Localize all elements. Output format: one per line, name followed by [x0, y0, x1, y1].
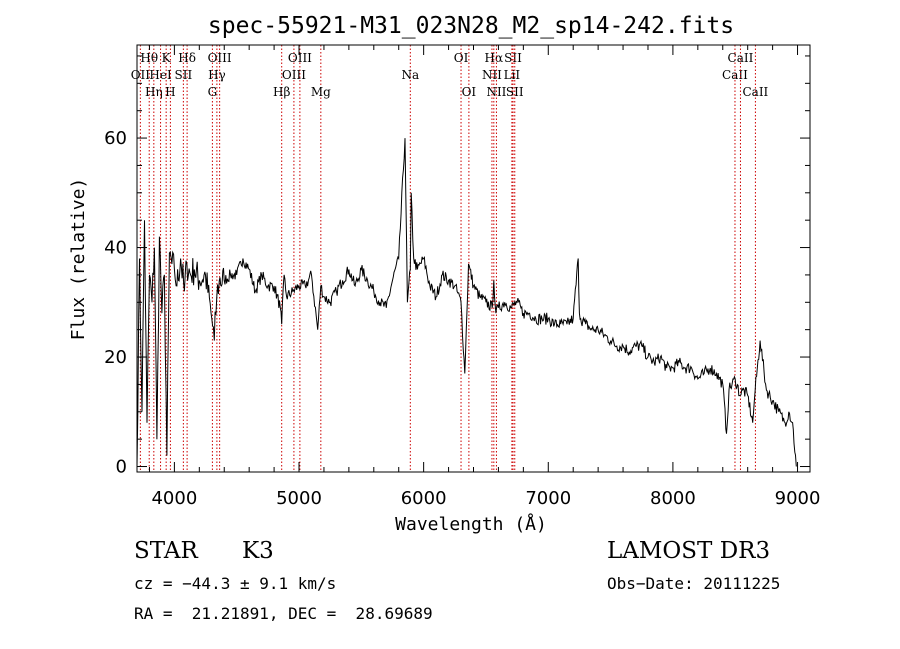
spectral-line-label: HeI: [149, 68, 172, 82]
spectral-line-label: OI: [454, 51, 469, 65]
spectral-line-label: Hη: [145, 85, 163, 99]
x-axis-label: Wavelength (Å): [395, 513, 547, 535]
spectral-line-label: NII: [482, 68, 502, 82]
spectral-line-label: Hδ: [178, 51, 196, 65]
spectral-line-label: Hθ: [140, 51, 158, 65]
object-subclass: K3: [242, 538, 274, 564]
x-tick-label: 5000: [276, 488, 322, 509]
spectral-line-label: OIII: [208, 51, 232, 65]
x-tick-label: 4000: [151, 488, 197, 509]
spectral-line-label: Hα: [485, 51, 504, 65]
spectral-line-label: OI: [462, 85, 477, 99]
spectral-line-label: Hγ: [208, 68, 226, 82]
spectral-line-label: OIII: [282, 68, 306, 82]
spectral-line-label: Na: [401, 68, 419, 82]
redshift-velocity: cz = −44.3 ± 9.1 km/s: [134, 574, 337, 593]
spectrum-line: [136, 138, 797, 467]
spectral-line-label: SII: [506, 85, 524, 99]
x-tick-label: 7000: [525, 488, 571, 509]
x-tick-label: 9000: [775, 488, 821, 509]
spectral-line-label: OIII: [288, 51, 312, 65]
coordinates: RA = 21.21891, DEC = 28.69689: [134, 604, 433, 623]
y-tick-label: 0: [116, 457, 127, 478]
survey-name: LAMOST DR3: [607, 538, 771, 564]
data-layer: [136, 138, 797, 467]
x-tick-label: 8000: [650, 488, 696, 509]
spectral-line-label: OII: [131, 68, 151, 82]
spectral-line-label: CaII: [728, 51, 754, 65]
spectral-line-label: SII: [175, 68, 193, 82]
axes-layer: 4000 5000 6000 7000 8000 9000 0 20 40 60: [104, 44, 821, 509]
y-tick-label: 60: [104, 128, 127, 149]
chart-title: spec-55921-M31_023N28_M2_sp14-242.fits: [208, 13, 734, 39]
y-tick-label: 20: [104, 347, 127, 368]
spectral-line-label: Hβ: [273, 85, 290, 99]
object-class: STAR: [134, 538, 198, 564]
spectral-line-label: SII: [504, 51, 522, 65]
spectral-line-label: CaII: [722, 68, 748, 82]
observation-date: Obs−Date: 20111225: [607, 574, 781, 593]
spectral-line-label: K: [162, 51, 172, 65]
plot-frame: [136, 44, 811, 473]
spectral-line-label: NII: [486, 85, 506, 99]
spectral-line-label: Mg: [311, 85, 331, 99]
spectral-line-label: LiI: [504, 68, 521, 82]
x-tick-label: 6000: [401, 488, 447, 509]
spectral-line-label: CaII: [742, 85, 768, 99]
y-tick-label: 40: [104, 238, 127, 259]
spectral-lines-layer: OIIHθHηHeIKHSIIHδGHγOIIIHβOIIIOIIIMgNaOI…: [131, 45, 769, 472]
y-axis-label: Flux (relative): [68, 178, 89, 341]
spectral-line-label: H: [165, 85, 175, 99]
spectral-line-label: G: [208, 85, 218, 99]
